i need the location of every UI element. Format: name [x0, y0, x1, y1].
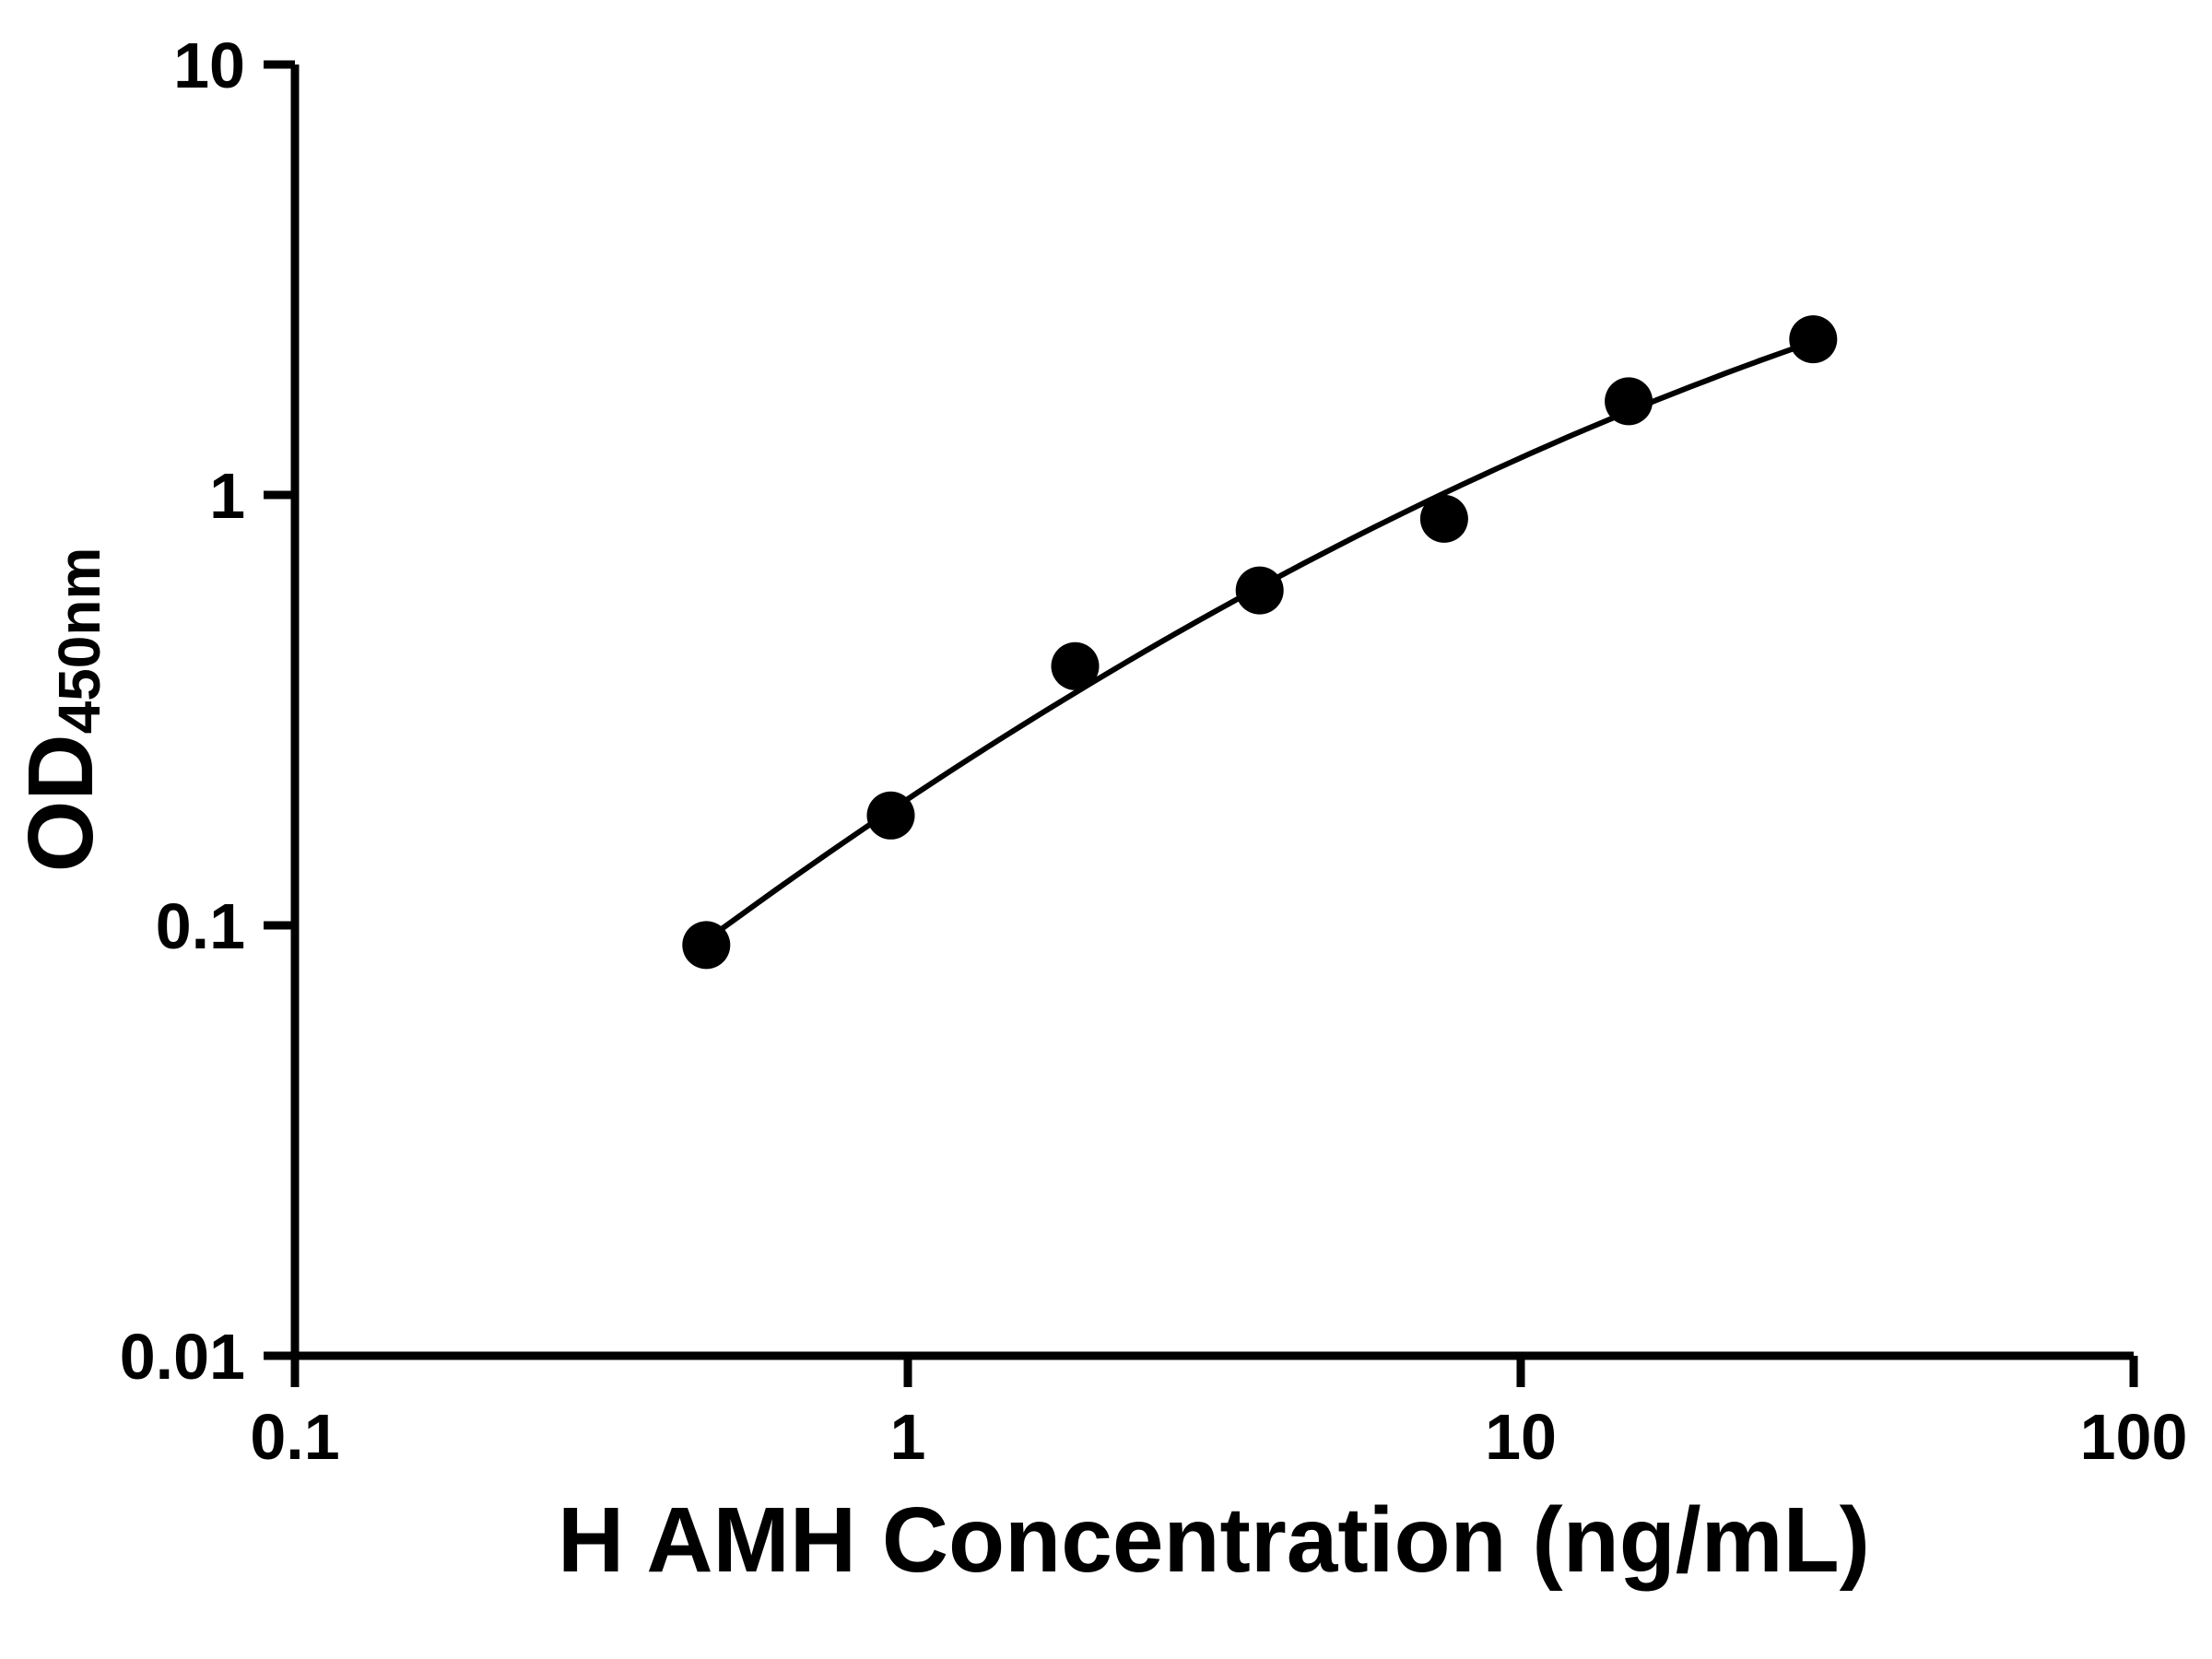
data-point — [1419, 494, 1468, 543]
axes-spines — [290, 65, 2134, 1360]
y-axis-title-sub: 450nm — [46, 547, 112, 735]
data-point — [1235, 566, 1284, 615]
data-point — [866, 791, 915, 840]
y-tick-label: 0.01 — [120, 1321, 245, 1393]
data-point — [682, 921, 731, 970]
data-point — [1051, 641, 1100, 690]
y-tick-label: 1 — [209, 460, 245, 532]
x-tick-label: 1 — [890, 1401, 926, 1473]
fit-curve — [688, 338, 1815, 956]
y-tick-label: 0.1 — [156, 890, 245, 962]
y-axis-title-main: OD — [9, 734, 112, 872]
x-axis-title: H AMH Concentration (ng/mL) — [558, 1488, 1870, 1592]
data-point — [1789, 315, 1838, 364]
y-axis-title: OD450nm — [9, 547, 112, 873]
y-tick-label: 10 — [173, 29, 245, 101]
x-tick-label: 10 — [1485, 1401, 1557, 1473]
x-tick-label: 0.1 — [250, 1401, 339, 1473]
x-tick-label: 100 — [2080, 1401, 2188, 1473]
data-point — [1605, 377, 1653, 426]
